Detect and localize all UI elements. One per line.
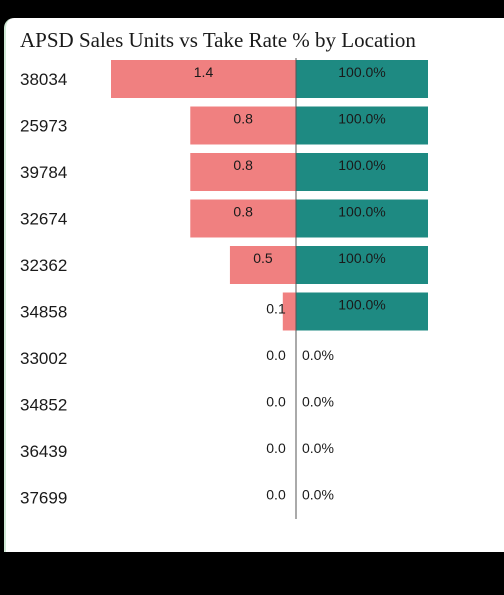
sales-units-value-label: 0.5 [253,250,273,266]
take-rate-value-label: 100.0% [338,297,385,313]
take-rate-bar [296,199,428,238]
take-rate-value-label: 100.0% [338,64,385,80]
take-rate-value-label: 100.0% [338,204,385,220]
category-label: 37699 [20,489,67,508]
chart-card: 38034 1.4 100.0% 25973 0.8 100.0% 39784 0.8 100.… [4,18,504,552]
sales-units-bar [190,153,296,191]
chart-title: APSD Sales Units vs Take Rate % by Locat… [20,28,416,52]
sales-units-value-label: 0.8 [233,204,253,220]
category-label: 33002 [20,349,67,368]
take-rate-value-label: 0.0% [302,487,334,503]
sales-units-bar [229,246,296,284]
sales-units-value-label: 0.8 [233,111,253,127]
sales-units-value-label: 0.0 [266,487,286,503]
category-label: 38034 [20,70,67,89]
take-rate-value-label: 0.0% [302,440,334,456]
sales-units-value-label: 0.0 [266,440,286,456]
take-rate-value-label: 0.0% [302,347,334,363]
category-label: 39784 [20,163,67,182]
category-label: 32674 [20,210,67,229]
sales-units-value-label: 0.1 [266,301,286,317]
sales-units-bar [190,106,296,145]
sales-units-bar [111,60,296,98]
take-rate-bar [296,292,428,331]
sales-units-value-label: 1.4 [194,64,214,80]
sales-units-bar [282,292,296,331]
category-label: 32362 [20,256,67,275]
take-rate-value-label: 100.0% [338,157,385,173]
sales-units-value-label: 0.0 [266,394,286,410]
category-label: 34858 [20,303,67,322]
sales-units-bar [190,199,296,238]
take-rate-value-label: 100.0% [338,250,385,266]
chart: 38034 1.4 100.0% 25973 0.8 100.0% 39784 0.8 100.… [20,58,428,519]
sales-units-value-label: 0.0 [266,347,286,363]
category-label: 25973 [20,117,67,136]
take-rate-value-label: 0.0% [302,394,334,410]
take-rate-value-label: 100.0% [338,111,385,127]
take-rate-bar [296,106,428,145]
category-label: 34852 [20,396,67,415]
take-rate-bar [296,153,428,191]
take-rate-bar [296,246,428,284]
sales-units-value-label: 0.8 [233,157,253,173]
category-label: 36439 [20,442,67,461]
take-rate-bar [296,60,428,98]
